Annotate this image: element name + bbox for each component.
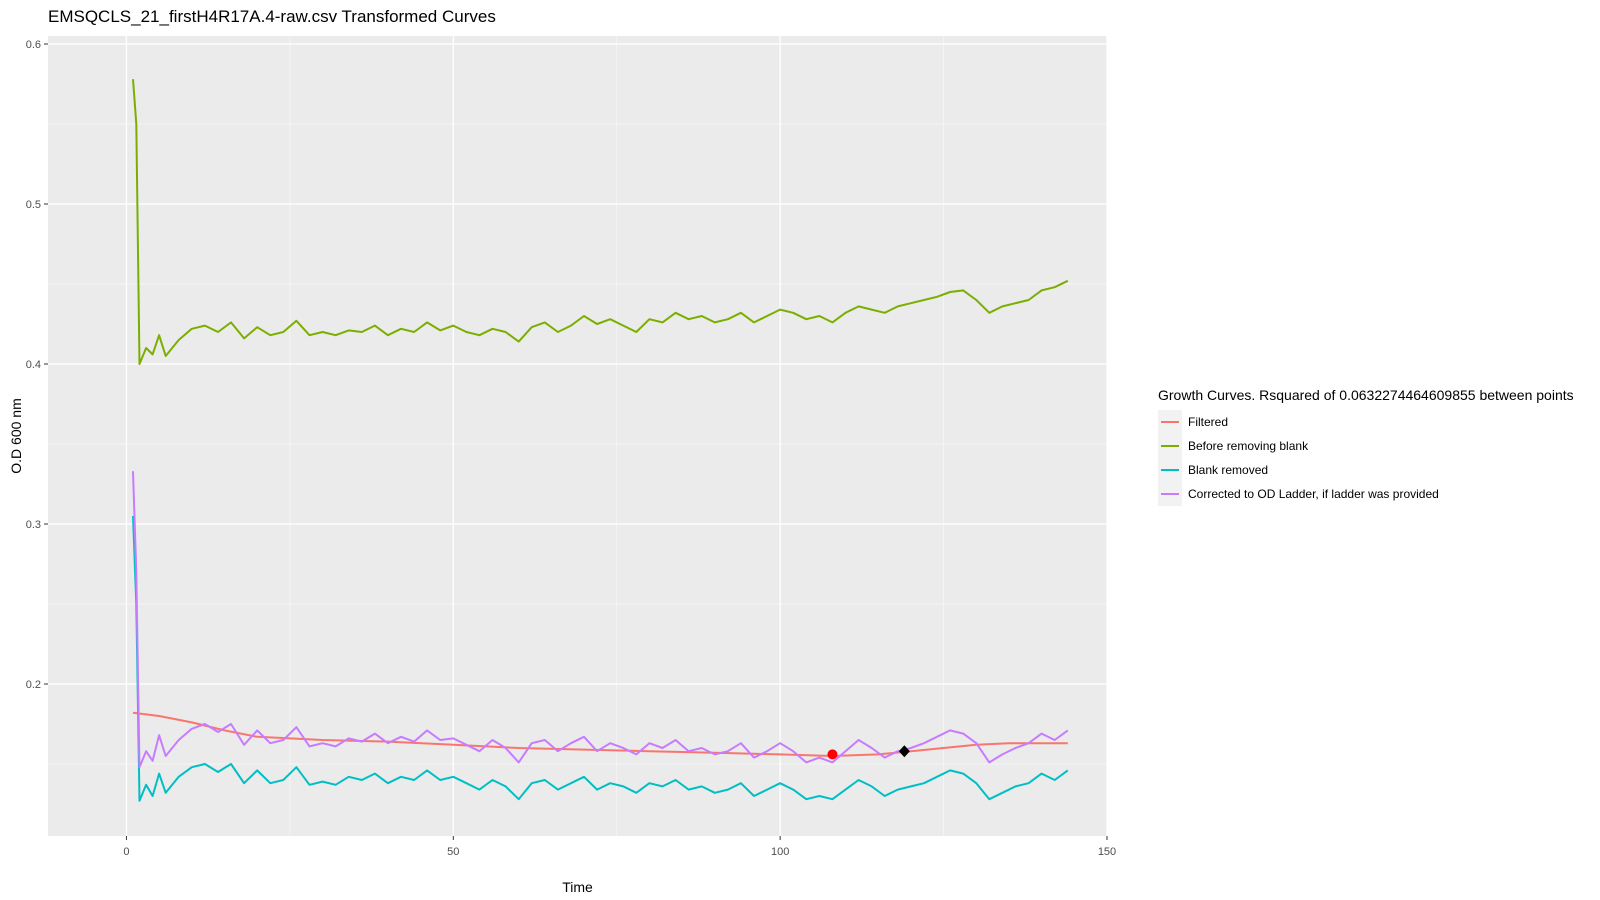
- y-axis-title: O.D 600 nm: [8, 398, 24, 473]
- chart-title: EMSQCLS_21_firstH4R17A.4-raw.csv Transfo…: [48, 7, 496, 26]
- series-line: [132, 711, 1068, 757]
- series-line: [132, 515, 1069, 802]
- panel-background: [48, 36, 1107, 836]
- series-line: [132, 79, 1069, 365]
- legend-label: Corrected to OD Ladder, if ladder was pr…: [1188, 487, 1439, 501]
- x-axis-title: Time: [562, 879, 593, 895]
- x-tick-label: 0: [123, 846, 129, 858]
- y-tick-label: 0.6: [26, 39, 41, 51]
- y-tick-label: 0.4: [26, 359, 41, 371]
- y-tick-label: 0.3: [26, 519, 41, 531]
- x-tick-label: 50: [447, 846, 459, 858]
- legend: Growth Curves. Rsquared of 0.06322744646…: [1158, 387, 1574, 506]
- marker-point: [898, 745, 910, 758]
- legend-label: Blank removed: [1188, 463, 1268, 477]
- marker-point: [827, 749, 838, 760]
- legend-label: Before removing blank: [1188, 439, 1309, 453]
- x-tick-label: 100: [771, 846, 789, 858]
- x-axis: 0 50 100 150: [123, 836, 1116, 858]
- legend-title: Growth Curves. Rsquared of 0.06322744646…: [1158, 387, 1574, 403]
- y-axis: 0.2 0.3 0.4 0.5 0.6: [26, 39, 48, 691]
- x-tick-label: 150: [1098, 846, 1116, 858]
- legend-label: Filtered: [1188, 415, 1228, 429]
- plot-panel: [48, 36, 1108, 836]
- y-tick-label: 0.5: [26, 199, 41, 211]
- y-tick-label: 0.2: [26, 679, 41, 691]
